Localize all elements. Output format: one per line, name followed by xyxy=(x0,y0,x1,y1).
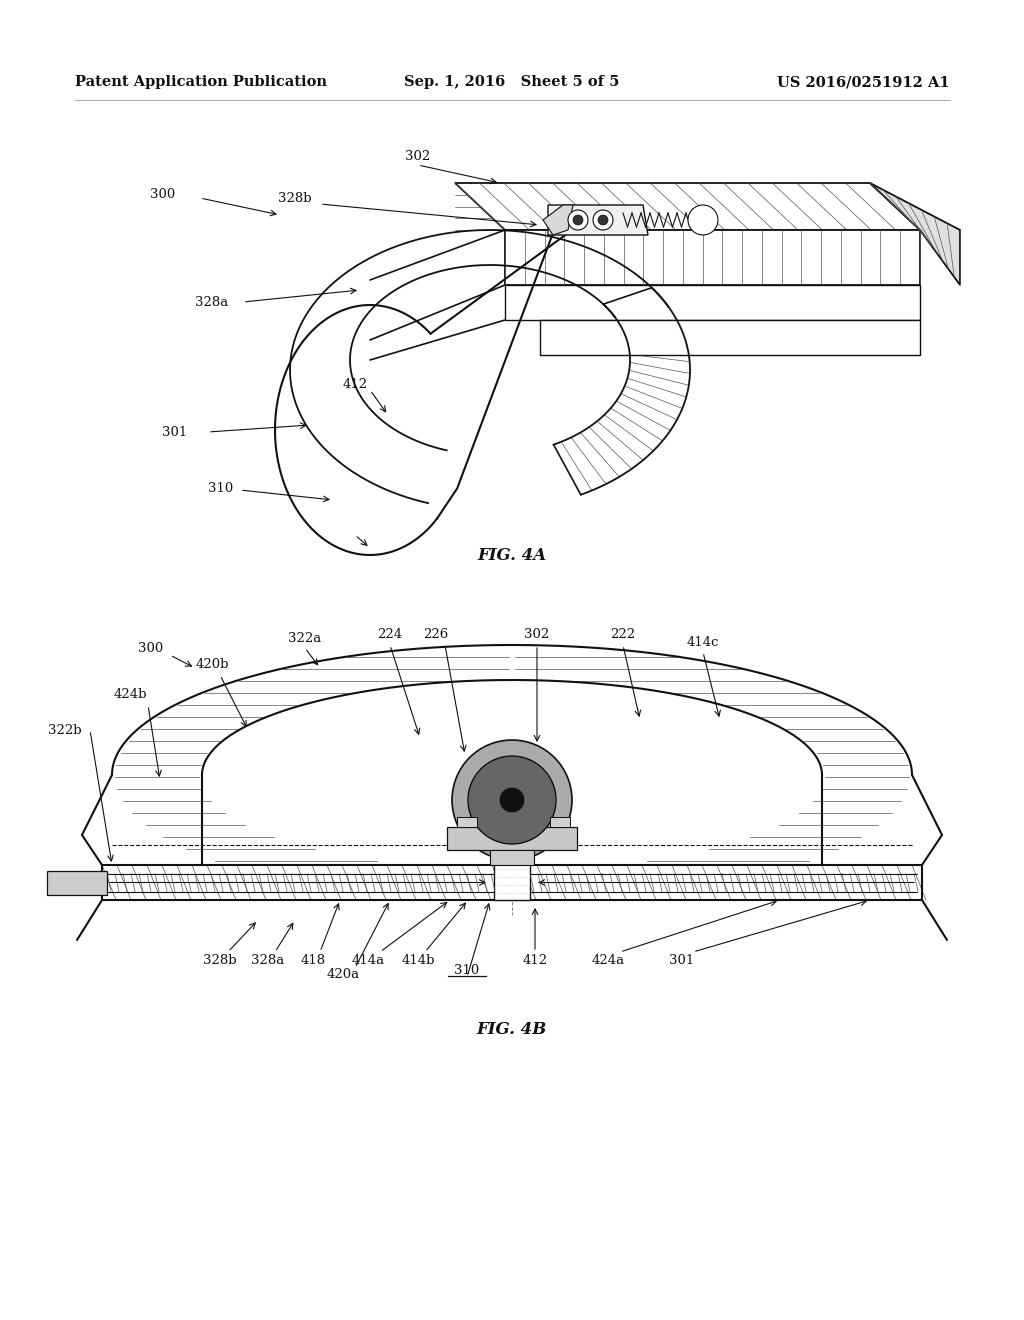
Polygon shape xyxy=(505,285,920,319)
Text: 301: 301 xyxy=(670,953,694,966)
Circle shape xyxy=(593,210,613,230)
Text: 424a: 424a xyxy=(592,953,625,966)
Polygon shape xyxy=(548,205,648,235)
Polygon shape xyxy=(490,850,534,865)
Text: 328b: 328b xyxy=(278,191,311,205)
Text: 322b: 322b xyxy=(48,723,82,737)
Circle shape xyxy=(568,210,588,230)
Text: US 2016/0251912 A1: US 2016/0251912 A1 xyxy=(777,75,950,88)
Text: 224: 224 xyxy=(378,628,402,642)
Text: FIG. 4A: FIG. 4A xyxy=(477,546,547,564)
Text: 412: 412 xyxy=(342,379,368,392)
Polygon shape xyxy=(457,817,477,828)
Text: 414b: 414b xyxy=(401,953,435,966)
Text: 420b: 420b xyxy=(196,659,228,672)
Text: 328b: 328b xyxy=(203,953,237,966)
Polygon shape xyxy=(447,828,577,850)
Text: 310: 310 xyxy=(455,964,479,977)
Polygon shape xyxy=(543,205,573,235)
Text: 300: 300 xyxy=(138,642,163,655)
Text: Patent Application Publication: Patent Application Publication xyxy=(75,75,327,88)
Text: 328a: 328a xyxy=(195,296,228,309)
Circle shape xyxy=(468,756,556,843)
Polygon shape xyxy=(540,319,920,355)
Text: 412: 412 xyxy=(522,953,548,966)
Circle shape xyxy=(598,215,608,224)
Polygon shape xyxy=(455,183,920,230)
Text: 420a: 420a xyxy=(327,969,359,982)
Circle shape xyxy=(688,205,718,235)
Text: Sep. 1, 2016   Sheet 5 of 5: Sep. 1, 2016 Sheet 5 of 5 xyxy=(404,75,620,88)
Polygon shape xyxy=(550,817,570,828)
Circle shape xyxy=(500,788,524,812)
Text: 226: 226 xyxy=(423,628,449,642)
Text: 328a: 328a xyxy=(251,953,285,966)
Text: 322a: 322a xyxy=(289,631,322,644)
Polygon shape xyxy=(47,870,106,895)
Text: 418: 418 xyxy=(300,953,326,966)
Text: 424b: 424b xyxy=(114,689,146,701)
Text: 300: 300 xyxy=(150,189,175,202)
Text: 222: 222 xyxy=(610,628,636,642)
Text: 302: 302 xyxy=(524,628,550,642)
Text: 301: 301 xyxy=(162,425,187,438)
Text: FIG. 4B: FIG. 4B xyxy=(477,1022,547,1039)
Circle shape xyxy=(452,741,572,861)
Text: 414a: 414a xyxy=(351,953,385,966)
Text: 414c: 414c xyxy=(687,635,719,648)
Circle shape xyxy=(573,215,583,224)
Text: 302: 302 xyxy=(406,150,431,164)
Polygon shape xyxy=(505,230,920,285)
Polygon shape xyxy=(494,850,530,900)
Polygon shape xyxy=(870,183,961,285)
Text: 310: 310 xyxy=(208,482,233,495)
